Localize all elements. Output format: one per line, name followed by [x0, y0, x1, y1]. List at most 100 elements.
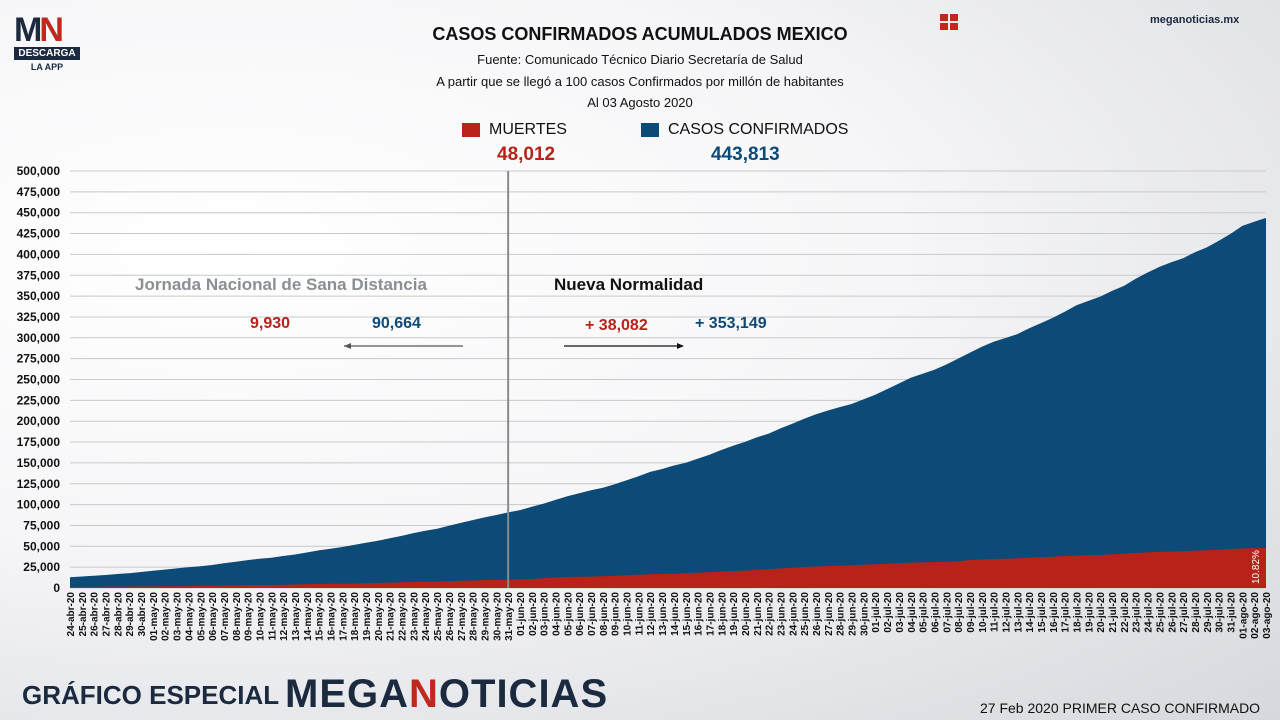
x-tick-label: 25-jun-20 [800, 592, 811, 636]
legend-deaths-swatch [462, 123, 480, 137]
x-tick-label: 01-jun-20 [516, 592, 527, 636]
x-tick-label: 20-jun-20 [741, 592, 752, 636]
x-tick-label: 27-jun-20 [824, 592, 835, 636]
y-tick-label: 300,000 [17, 331, 61, 345]
x-tick-label: 26-jun-20 [812, 592, 823, 636]
chart-note: A partir que se llegó a 100 casos Confir… [436, 74, 844, 89]
x-tick-label: 10-jul-20 [978, 592, 989, 633]
x-tick-label: 04-jul-20 [907, 592, 918, 633]
x-tick-label: 23-jun-20 [776, 592, 787, 636]
x-tick-label: 07-jul-20 [942, 592, 953, 633]
x-tick-label: 09-jul-20 [966, 592, 977, 633]
grid-icon[interactable] [940, 14, 958, 30]
x-tick-label: 05-may-20 [196, 592, 207, 641]
x-tick-label: 13-may-20 [291, 592, 302, 641]
x-tick-label: 19-may-20 [362, 592, 373, 641]
y-tick-label: 100,000 [17, 498, 61, 512]
period-before-label: Jornada Nacional de Sana Distancia [135, 275, 427, 294]
x-tick-label: 14-jun-20 [670, 592, 681, 636]
x-tick-label: 02-jul-20 [883, 592, 894, 633]
x-tick-label: 30-abr-20 [137, 592, 148, 637]
x-tick-label: 11-jul-20 [990, 592, 1001, 632]
x-tick-label: 11-jun-20 [634, 592, 645, 636]
x-tick-label: 08-may-20 [232, 592, 243, 641]
x-tick-label: 03-jun-20 [540, 592, 551, 636]
x-tick-label: 08-jun-20 [599, 592, 610, 636]
x-tick-label: 04-jun-20 [552, 592, 563, 636]
x-tick-label: 23-may-20 [409, 592, 420, 641]
x-tick-label: 28-jul-20 [1191, 592, 1202, 633]
x-tick-label: 24-abr-20 [66, 592, 77, 637]
mn-logo[interactable]: MN DESCARGA LA APP [14, 11, 84, 72]
x-tick-label: 02-ago-20 [1250, 592, 1261, 639]
x-tick-label: 10-jun-20 [623, 592, 634, 636]
x-tick-label: 25-may-20 [433, 592, 444, 641]
before-deaths: 9,930 [250, 315, 291, 332]
x-tick-label: 27-may-20 [457, 592, 468, 641]
x-tick-label: 04-may-20 [184, 592, 195, 641]
period-after-label: Nueva Normalidad [554, 275, 704, 294]
logo-m: M [14, 11, 42, 49]
x-tick-label: 12-jul-20 [1001, 592, 1012, 633]
x-tick-label: 19-jul-20 [1084, 592, 1095, 633]
after-deaths: + 38,082 [585, 317, 648, 334]
x-tick-label: 30-may-20 [492, 592, 503, 641]
x-tick-label: 20-jul-20 [1096, 592, 1107, 633]
y-tick-label: 400,000 [17, 247, 61, 261]
y-tick-label: 425,000 [17, 227, 61, 241]
x-tick-label: 05-jun-20 [563, 592, 574, 636]
x-tick-label: 06-may-20 [208, 592, 219, 641]
x-tick-label: 29-may-20 [480, 592, 491, 641]
legend-cases-swatch [641, 123, 659, 137]
site-url[interactable]: meganoticias.mx [1150, 14, 1240, 26]
x-tick-label: 27-abr-20 [102, 592, 113, 637]
x-tick-label: 07-may-20 [220, 592, 231, 641]
percentage-annotation: 10.82% [1251, 550, 1262, 584]
x-tick-label: 22-may-20 [398, 592, 409, 641]
x-tick-label: 03-jul-20 [895, 592, 906, 633]
x-tick-label: 01-ago-20 [1238, 592, 1249, 639]
chart-date: Al 03 Agosto 2020 [587, 95, 693, 110]
y-tick-label: 75,000 [23, 518, 60, 532]
y-tick-label: 500,000 [17, 164, 61, 178]
y-tick-label: 200,000 [17, 414, 61, 428]
meganoticias-brand: MEGANOTICIAS [285, 672, 609, 716]
x-tick-label: 28-abr-20 [113, 592, 124, 637]
x-tick-label: 22-jul-20 [1120, 592, 1131, 633]
x-tick-label: 18-jun-20 [717, 592, 728, 636]
x-tick-label: 31-may-20 [504, 592, 515, 641]
y-tick-label: 350,000 [17, 289, 61, 303]
y-tick-label: 475,000 [17, 185, 61, 199]
x-tick-label: 12-jun-20 [646, 592, 657, 636]
x-tick-label: 16-jul-20 [1049, 592, 1060, 633]
deaths-total: 48,012 [497, 144, 556, 165]
x-tick-label: 29-jun-20 [848, 592, 859, 636]
y-tick-label: 25,000 [23, 560, 60, 574]
y-tick-label: 375,000 [17, 268, 61, 282]
x-tick-label: 07-jun-20 [587, 592, 598, 636]
chart-title: CASOS CONFIRMADOS ACUMULADOS MEXICO [432, 24, 848, 44]
y-tick-label: 325,000 [17, 310, 61, 324]
x-tick-label: 25-jul-20 [1155, 592, 1166, 633]
x-tick-label: 26-jul-20 [1167, 592, 1178, 633]
x-tick-label: 24-jun-20 [788, 592, 799, 636]
x-tick-label: 30-jul-20 [1215, 592, 1226, 633]
y-tick-label: 175,000 [17, 435, 61, 449]
download-label: DESCARGA [14, 47, 80, 60]
first-case-note: 27 Feb 2020 PRIMER CASO CONFIRMADO [980, 700, 1261, 716]
x-tick-label: 24-may-20 [421, 592, 432, 641]
x-tick-label: 03-ago-20 [1262, 592, 1273, 639]
x-tick-label: 02-may-20 [161, 592, 172, 641]
x-tick-label: 11-may-20 [267, 592, 278, 641]
arrow-left-head [344, 343, 351, 349]
legend-cases-label: CASOS CONFIRMADOS [668, 121, 849, 138]
x-tick-label: 16-may-20 [327, 592, 338, 641]
x-tick-label: 17-may-20 [338, 592, 349, 641]
x-tick-label: 16-jun-20 [694, 592, 705, 636]
x-tick-label: 26-may-20 [445, 592, 456, 641]
y-tick-label: 150,000 [17, 456, 61, 470]
x-tick-label: 13-jun-20 [658, 592, 669, 636]
x-tick-label: 17-jun-20 [705, 592, 716, 636]
x-tick-label: 26-abr-20 [90, 592, 101, 637]
